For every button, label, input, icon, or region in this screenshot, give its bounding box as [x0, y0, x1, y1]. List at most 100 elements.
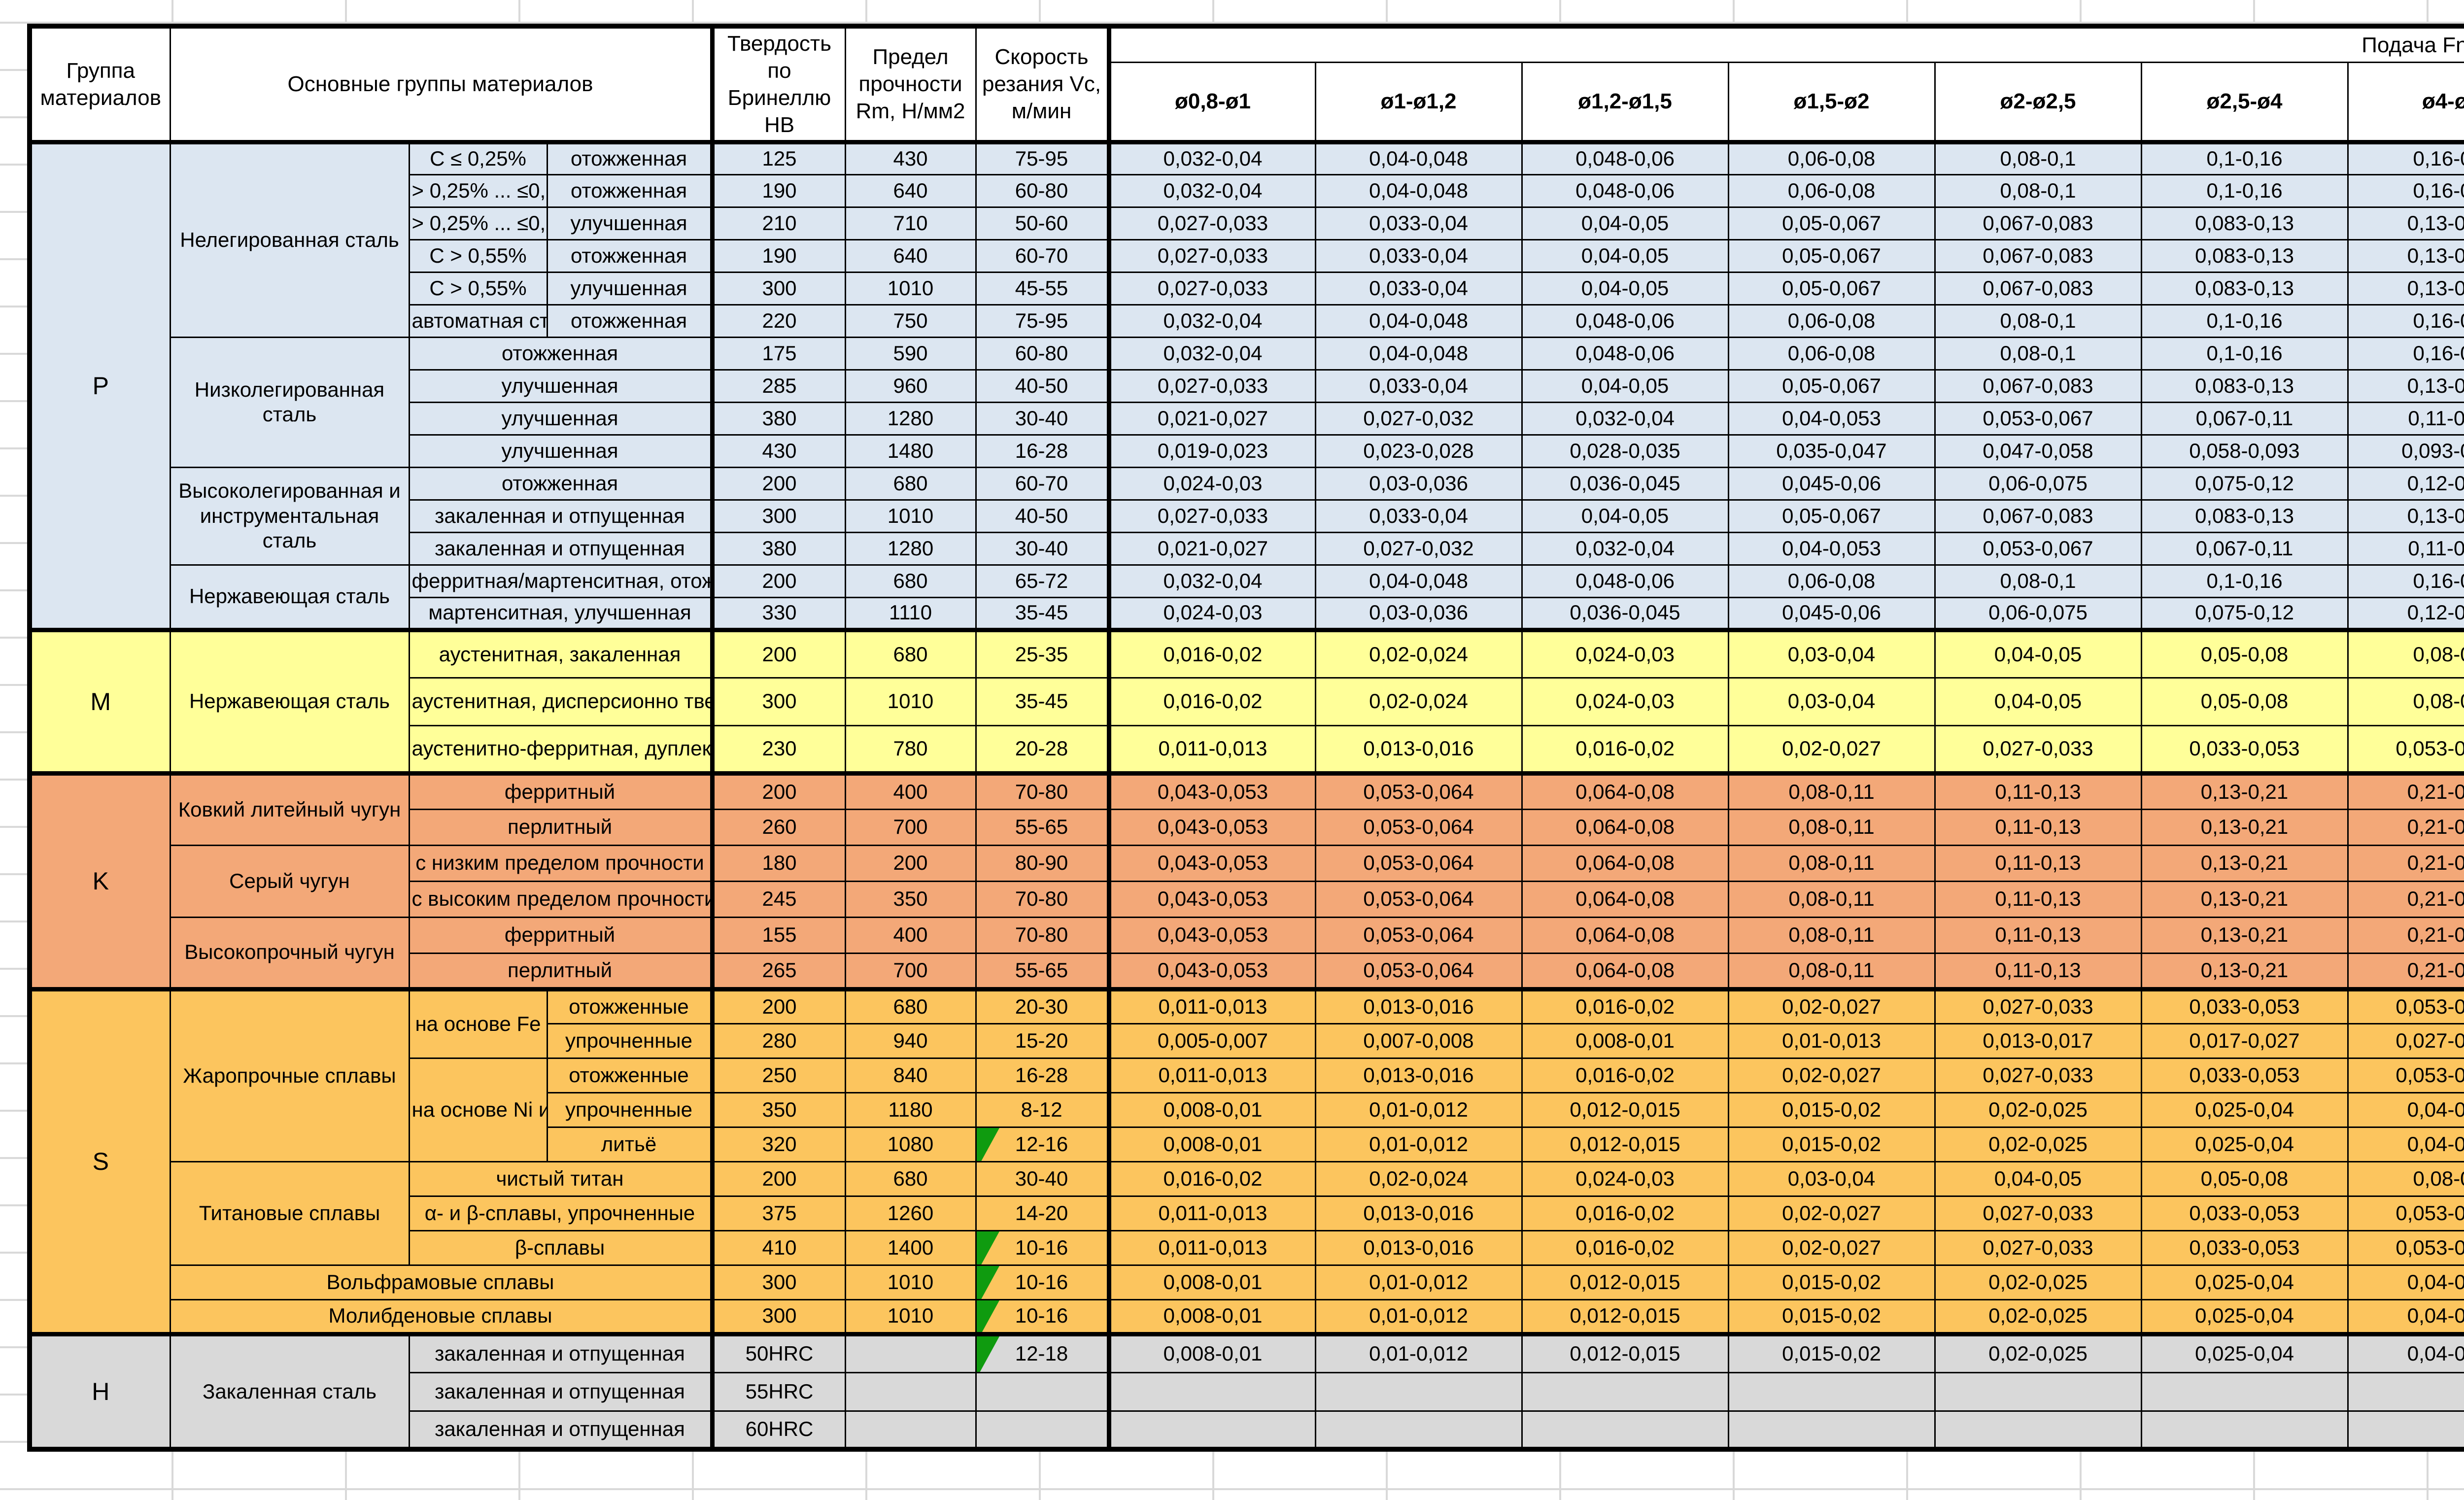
- cell-feed[interactable]: 0,03-0,04: [1727, 677, 1936, 726]
- cell-feed[interactable]: 0,024-0,03: [1521, 677, 1729, 726]
- cell-rm[interactable]: [844, 1410, 977, 1452]
- cell-feed[interactable]: 0,05-0,067: [1727, 239, 1936, 273]
- cell-group-letter[interactable]: S: [29, 987, 171, 1335]
- cell-feed[interactable]: 0,16-0,2: [2347, 139, 2464, 175]
- cell-feed[interactable]: 0,013-0,016: [1314, 1057, 1523, 1093]
- cell-feed[interactable]: 0,036-0,045: [1521, 466, 1729, 501]
- cell-feed[interactable]: [1314, 1410, 1523, 1452]
- cell-rm[interactable]: 640: [844, 173, 977, 208]
- cell-feed[interactable]: 0,033-0,04: [1314, 271, 1523, 306]
- cell-feed[interactable]: 0,011-0,013: [1106, 987, 1316, 1024]
- cell-feed[interactable]: 0,13-0,17: [2347, 499, 2464, 533]
- cell-feed[interactable]: 0,064-0,08: [1521, 844, 1729, 882]
- cell-feed[interactable]: 0,015-0,02: [1727, 1264, 1936, 1300]
- cell-material-group[interactable]: Высоколегированная и инструментальная ст…: [169, 466, 410, 566]
- cell-vc[interactable]: 10-16: [975, 1264, 1110, 1300]
- cell-feed[interactable]: 0,053-0,067: [2347, 1057, 2464, 1093]
- cell-feed[interactable]: 0,13-0,17: [2347, 239, 2464, 273]
- cell-feed[interactable]: 0,013-0,016: [1314, 987, 1523, 1024]
- cell-hb[interactable]: 300: [710, 499, 846, 533]
- cell-feed[interactable]: 0,027-0,033: [1934, 1057, 2142, 1093]
- cell-feed[interactable]: 0,067-0,083: [1934, 206, 2142, 240]
- cell-rm[interactable]: 400: [844, 916, 977, 954]
- cell-feed[interactable]: 0,048-0,06: [1521, 139, 1729, 175]
- cell-material-state[interactable]: аустенитная, дисперсионно твердеющая: [408, 677, 713, 726]
- cell-rm[interactable]: 680: [844, 627, 977, 679]
- cell-material-state[interactable]: перлитный: [408, 952, 713, 990]
- cell-feed[interactable]: [1521, 1371, 1729, 1412]
- cell-vc[interactable]: 70-80: [975, 880, 1110, 918]
- cell-hb[interactable]: 190: [710, 239, 846, 273]
- cell-hb[interactable]: 50HRC: [710, 1331, 846, 1373]
- cell-feed[interactable]: [1934, 1371, 2142, 1412]
- cell-group-letter[interactable]: P: [29, 139, 171, 631]
- cell-feed[interactable]: 0,21-0,27: [2347, 844, 2464, 882]
- cell-feed[interactable]: 0,02-0,024: [1314, 1160, 1523, 1197]
- cell-feed[interactable]: 0,033-0,04: [1314, 206, 1523, 240]
- cell-feed[interactable]: 0,067-0,11: [2140, 531, 2349, 566]
- cell-hb[interactable]: 155: [710, 916, 846, 954]
- cell-feed[interactable]: 0,053-0,064: [1314, 880, 1523, 918]
- cell-feed[interactable]: 0,03-0,036: [1314, 466, 1523, 501]
- cell-feed[interactable]: 0,032-0,04: [1106, 564, 1316, 598]
- cell-feed[interactable]: 0,03-0,04: [1727, 627, 1936, 679]
- cell-feed[interactable]: 0,04-0,05: [1521, 499, 1729, 533]
- cell-feed[interactable]: 0,048-0,06: [1521, 336, 1729, 371]
- cell-feed[interactable]: 0,075-0,12: [2140, 596, 2349, 631]
- header-diameter[interactable]: ø1,2-ø1,5: [1521, 61, 1729, 143]
- cell-material-state[interactable]: литьё: [546, 1126, 713, 1162]
- cell-rm[interactable]: 1010: [844, 499, 977, 533]
- cell-hb[interactable]: 245: [710, 880, 846, 918]
- cell-feed[interactable]: 0,016-0,02: [1106, 677, 1316, 726]
- cell-hb[interactable]: 380: [710, 531, 846, 566]
- cell-rm[interactable]: 1010: [844, 1264, 977, 1300]
- cell-feed[interactable]: 0,13-0,21: [2140, 952, 2349, 990]
- cell-material-state[interactable]: улучшенная: [408, 401, 713, 436]
- cell-material-state[interactable]: ферритный: [408, 916, 713, 954]
- cell-feed[interactable]: 0,053-0,064: [1314, 844, 1523, 882]
- cell-feed[interactable]: 0,067-0,083: [1934, 239, 2142, 273]
- cell-feed[interactable]: 0,011-0,013: [1106, 724, 1316, 774]
- cell-rm[interactable]: [844, 1371, 977, 1412]
- cell-feed[interactable]: 0,032-0,04: [1106, 304, 1316, 338]
- cell-feed[interactable]: 0,043-0,053: [1106, 880, 1316, 918]
- cell-feed[interactable]: 0,008-0,01: [1106, 1091, 1316, 1128]
- cell-feed[interactable]: [2140, 1410, 2349, 1452]
- cell-feed[interactable]: 0,016-0,02: [1106, 1160, 1316, 1197]
- cell-material-group[interactable]: Жаропрочные сплавы: [169, 987, 410, 1162]
- cell-feed[interactable]: 0,11-0,13: [2347, 401, 2464, 436]
- cell-feed[interactable]: 0,013-0,016: [1314, 1195, 1523, 1231]
- cell-rm[interactable]: 400: [844, 771, 977, 810]
- cell-rm[interactable]: 960: [844, 369, 977, 403]
- cell-hb[interactable]: 180: [710, 844, 846, 882]
- cell-feed[interactable]: 0,02-0,025: [1934, 1264, 2142, 1300]
- cell-material-state[interactable]: α- и β-сплавы, упрочненные: [408, 1195, 713, 1231]
- cell-feed[interactable]: 0,067-0,11: [2140, 401, 2349, 436]
- cell-vc[interactable]: 10-16: [975, 1229, 1110, 1266]
- cell-vc[interactable]: [975, 1410, 1110, 1452]
- cell-feed[interactable]: 0,053-0,067: [1934, 401, 2142, 436]
- cell-feed[interactable]: 0,032-0,04: [1106, 173, 1316, 208]
- cell-feed[interactable]: 0,05-0,067: [1727, 206, 1936, 240]
- cell-vc[interactable]: 20-28: [975, 724, 1110, 774]
- cell-material-group[interactable]: Низколегированная сталь: [169, 336, 410, 468]
- cell-feed[interactable]: 0,06-0,075: [1934, 596, 2142, 631]
- cell-feed[interactable]: 0,05-0,08: [2140, 677, 2349, 726]
- cell-rm[interactable]: 680: [844, 564, 977, 598]
- cell-vc[interactable]: 40-50: [975, 499, 1110, 533]
- cell-feed[interactable]: 0,06-0,08: [1727, 564, 1936, 598]
- cell-feed[interactable]: 0,035-0,047: [1727, 434, 1936, 468]
- cell-material-state[interactable]: ферритный: [408, 771, 713, 810]
- cell-feed[interactable]: 0,067-0,083: [1934, 369, 2142, 403]
- cell-vc[interactable]: 30-40: [975, 531, 1110, 566]
- cell-feed[interactable]: 0,06-0,08: [1727, 139, 1936, 175]
- cell-feed[interactable]: 0,04-0,05: [2347, 1298, 2464, 1335]
- cell-feed[interactable]: [1727, 1371, 1936, 1412]
- cell-feed[interactable]: 0,008-0,01: [1106, 1298, 1316, 1335]
- cell-feed[interactable]: 0,027-0,033: [2347, 1023, 2464, 1059]
- cell-vc[interactable]: 65-72: [975, 564, 1110, 598]
- cell-feed[interactable]: 0,04-0,053: [1727, 401, 1936, 436]
- cell-vc[interactable]: 20-30: [975, 987, 1110, 1024]
- cell-feed[interactable]: 0,012-0,015: [1521, 1298, 1729, 1335]
- cell-feed[interactable]: 0,08-0,1: [2347, 677, 2464, 726]
